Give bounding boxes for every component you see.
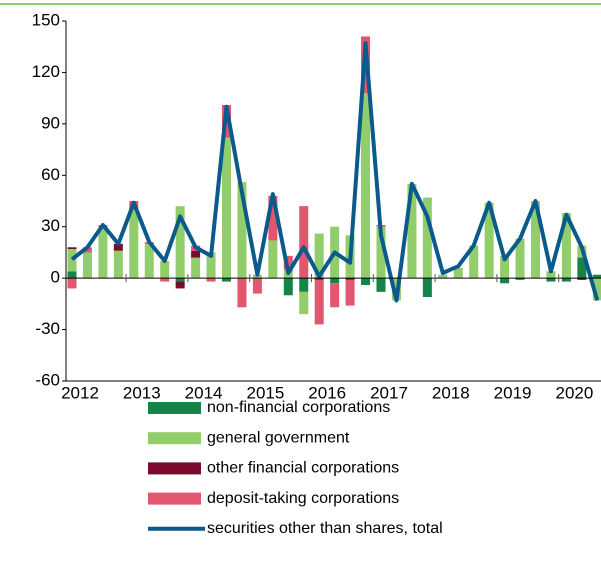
bar-segment	[175, 281, 185, 289]
x-tick-label: 2020	[555, 383, 593, 402]
bar-segment	[484, 202, 494, 279]
legend-swatch	[148, 492, 201, 505]
y-tick-label: 60	[41, 165, 60, 184]
bar-segment	[546, 271, 556, 279]
bar-segment	[67, 278, 77, 289]
bar-segment	[113, 250, 123, 279]
x-tick-label: 2014	[185, 383, 223, 402]
bar-segment	[500, 278, 510, 284]
legend-label: other financial corporations	[207, 460, 399, 477]
bar-segment	[82, 247, 92, 253]
bar-segment	[113, 243, 123, 251]
bar-segment	[314, 233, 324, 279]
bar-segment	[561, 278, 571, 282]
bar-segment	[469, 245, 479, 279]
bar-segment	[206, 252, 216, 279]
bar-segment	[160, 278, 170, 282]
bar-segment	[299, 206, 309, 279]
bar-segment	[500, 255, 510, 279]
legend-swatch	[148, 462, 201, 475]
bar-segment	[314, 279, 324, 325]
y-tick-label: 30	[41, 216, 60, 235]
bar-segment	[577, 257, 587, 279]
bar-segment	[592, 278, 601, 301]
bar-segment	[345, 278, 355, 280]
legend-label: non-financial corporations	[207, 399, 390, 416]
bar-segment	[299, 291, 309, 315]
y-tick-label: -30	[35, 319, 60, 338]
legend: non-financial corporations general govern…	[148, 399, 443, 537]
bar-segment	[175, 278, 185, 282]
y-tick-label: 150	[32, 10, 60, 29]
bar-segment	[422, 278, 432, 297]
y-tick-label: 90	[41, 113, 60, 132]
bar-segment	[376, 226, 386, 279]
bar-segment	[268, 240, 278, 279]
bar-segment	[206, 278, 216, 282]
bar-segment	[546, 278, 556, 282]
bar-segment	[361, 278, 371, 285]
bar-segment	[345, 279, 355, 306]
legend-label: deposit-taking corporations	[207, 490, 399, 507]
bar-segment	[175, 206, 185, 279]
bar-segment	[67, 247, 77, 249]
bar-segment	[299, 278, 309, 292]
bar-segment	[283, 278, 293, 296]
legend-swatch	[148, 402, 201, 414]
bar-segment	[160, 261, 170, 279]
legend-swatch	[148, 432, 201, 445]
bar-segment	[531, 201, 540, 279]
bar-segment	[222, 137, 231, 279]
y-tick-label: 120	[32, 62, 60, 81]
bar-segment	[67, 271, 77, 279]
bar-segment	[237, 278, 247, 308]
bar-segment	[515, 278, 525, 280]
x-tick-label: 2019	[494, 383, 532, 402]
legend-label: general government	[207, 429, 350, 446]
bar-segment	[222, 278, 231, 282]
bar-segment	[191, 250, 201, 258]
bar-segment	[144, 243, 154, 279]
x-tick-label: 2015	[246, 383, 284, 402]
bar-segment	[268, 195, 278, 241]
bar-segment	[82, 252, 92, 279]
x-tick-label: 2013	[123, 383, 161, 402]
bar-segment	[129, 209, 139, 279]
bar-segment	[314, 278, 324, 280]
x-tick-label: 2017	[370, 383, 408, 402]
bar-segment	[376, 278, 386, 292]
bar-segment	[252, 278, 262, 294]
bar-segment	[577, 278, 587, 280]
bar-segment	[422, 197, 432, 279]
bar-segment	[237, 182, 247, 279]
x-tick-label: 2016	[308, 383, 346, 402]
x-tick-label: 2012	[61, 383, 99, 402]
bar-segment	[561, 213, 571, 279]
bar-segment	[98, 226, 108, 279]
bar-segment	[453, 267, 463, 279]
y-tick-label: -60	[35, 370, 60, 389]
x-tick-label: 2018	[432, 383, 470, 402]
bar-segment	[407, 183, 417, 279]
line-series	[70, 41, 600, 303]
bar-segment	[191, 257, 201, 279]
bar-segment	[330, 278, 340, 284]
bar-segment	[592, 274, 601, 279]
legend-label: securities other than shares, total	[207, 520, 443, 537]
y-tick-label: 0	[51, 268, 60, 287]
bar-segment	[438, 274, 448, 279]
bar-segment	[67, 249, 77, 272]
bar-segment	[330, 283, 340, 308]
bar-segment	[515, 238, 525, 279]
bar-segment	[361, 93, 371, 279]
